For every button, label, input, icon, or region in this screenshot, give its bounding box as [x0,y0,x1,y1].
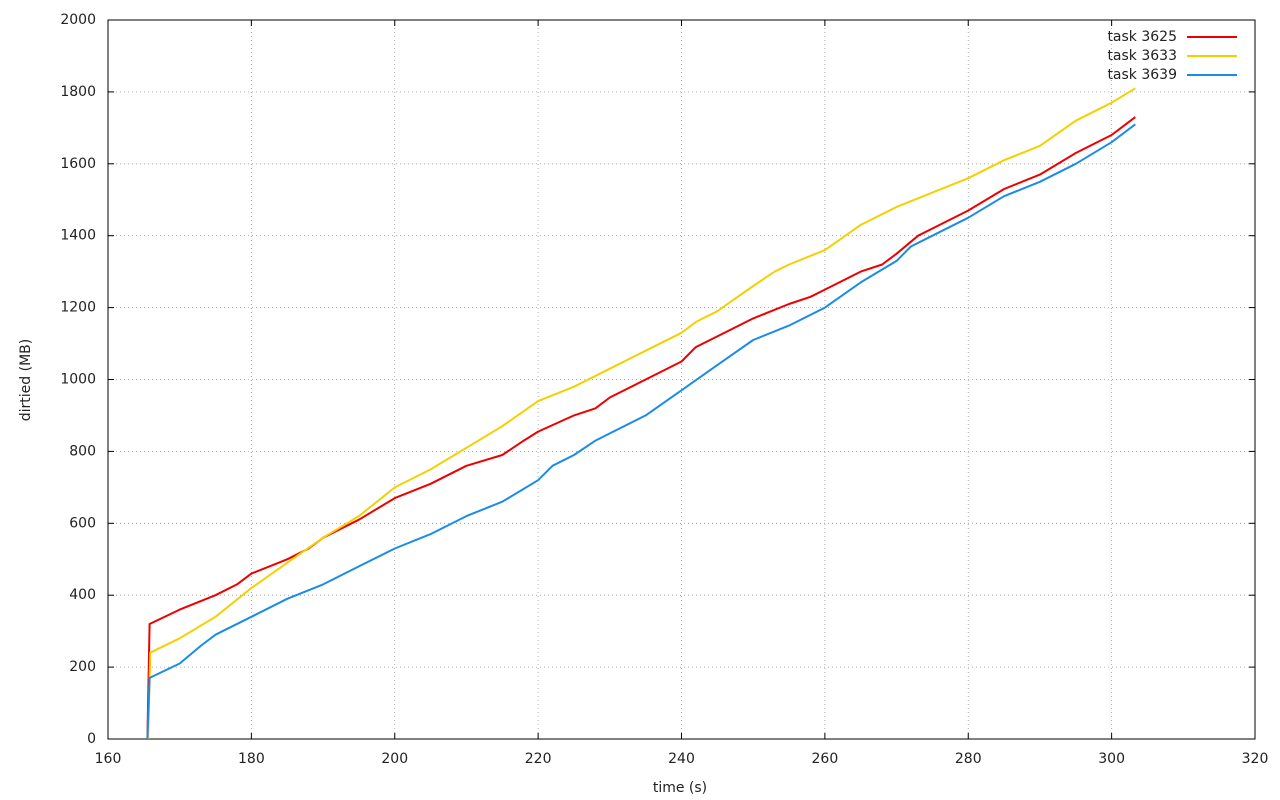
x-tick-label: 280 [955,751,982,767]
x-tick-label: 320 [1242,751,1269,767]
legend-label: task 3633 [1107,48,1177,64]
y-tick-label: 2000 [60,12,96,28]
x-tick-label: 160 [95,751,122,767]
y-tick-label: 1800 [60,84,96,100]
y-tick-label: 400 [69,587,96,603]
y-tick-label: 1400 [60,228,96,244]
y-tick-label: 200 [69,659,96,675]
y-tick-label: 1000 [60,372,96,388]
y-axis-label: dirtied (MB) [18,339,34,421]
x-tick-label: 300 [1098,751,1125,767]
x-tick-label: 200 [381,751,408,767]
y-tick-label: 600 [69,515,96,531]
legend-label: task 3625 [1107,29,1177,45]
x-axis-label: time (s) [653,780,707,796]
series-line [147,87,1136,740]
x-tick-label: 180 [238,751,265,767]
y-tick-label: 800 [69,443,96,459]
y-tick-label: 1600 [60,156,96,172]
x-tick-label: 260 [812,751,839,767]
x-tick-label: 220 [525,751,552,767]
y-tick-label: 0 [87,731,96,747]
legend-label: task 3639 [1107,67,1177,83]
plot-border [107,19,1256,740]
series-line [146,123,1136,740]
y-tick-label: 1200 [60,300,96,316]
series-line [146,116,1136,740]
x-tick-label: 240 [668,751,695,767]
